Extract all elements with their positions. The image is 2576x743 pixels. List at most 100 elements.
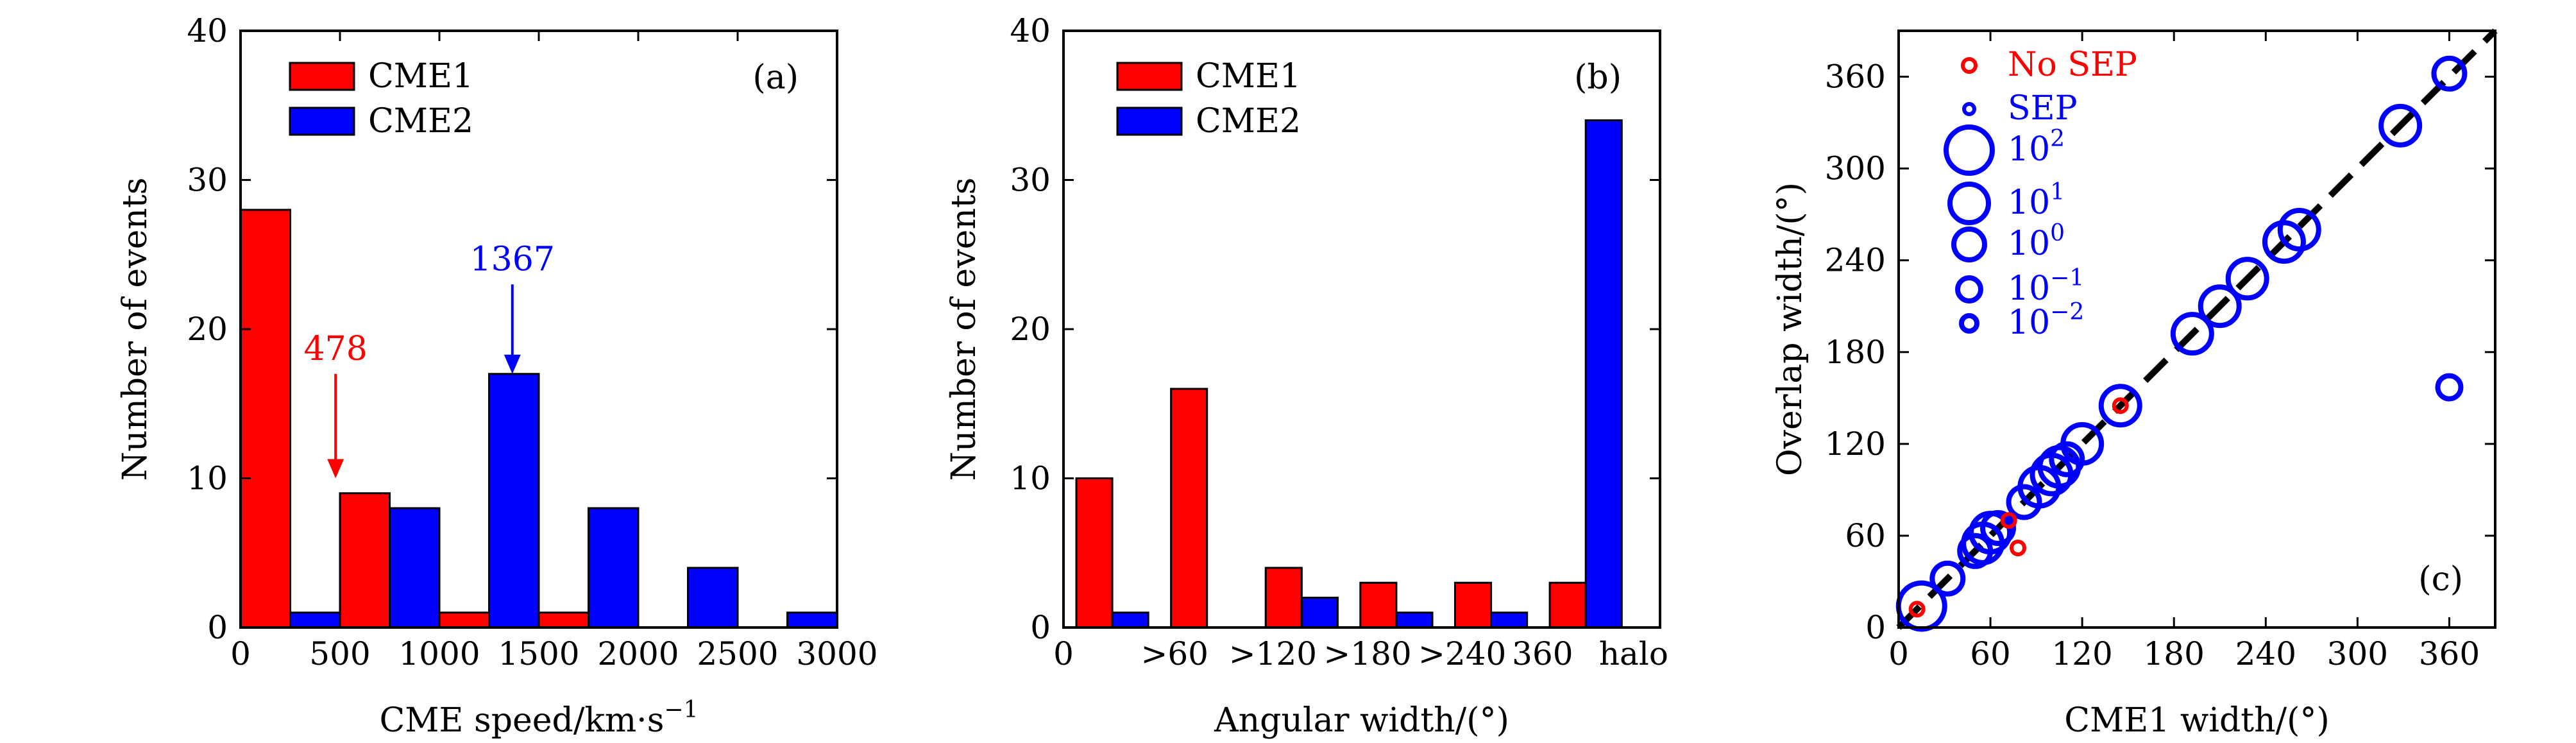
legend-label-cme2: CME2 [368, 102, 473, 141]
sep-point [2431, 55, 2468, 92]
legend-label-cme2: CME2 [1196, 102, 1301, 141]
legend-label: SEP [2008, 89, 2078, 128]
panel-b-bars [1075, 119, 1623, 629]
legend-swatch-cme2 [289, 107, 355, 136]
y-tick-label: 20 [1010, 311, 1051, 348]
legend-label-base: No SEP [2008, 46, 2137, 84]
panel-b-y-ticks: 0 10 20 30 40 [1010, 12, 1660, 646]
x-tick-label: 0 [1053, 635, 1074, 672]
panel-b-width-histogram: 0 >60 >120 >180 >240 360 halo 0 10 20 30 40 CME1 C… [945, 12, 1668, 740]
panel-c-frame [1897, 30, 2496, 629]
sep-point [2277, 208, 2321, 252]
x-tick-label: >180 [1323, 635, 1411, 672]
legend-label-base: 10 [2008, 225, 2050, 263]
bar-cme2-2 [488, 373, 540, 629]
bar-cme2-4 [1490, 611, 1529, 629]
y-tick-label: 40 [1010, 12, 1051, 49]
panel-a-legend: CME1 CME2 [289, 57, 473, 141]
bar-cme2-5 [786, 611, 838, 629]
annotation-label: 478 [304, 330, 368, 368]
legend-swatch-cme2 [1116, 107, 1183, 136]
bar-cme1-3 [1359, 581, 1398, 629]
sep-point [2170, 312, 2214, 356]
sep-point [2225, 257, 2269, 301]
x-tick-label: halo [1599, 635, 1668, 672]
y-tick-label: 120 [1825, 425, 1886, 463]
sep-point [2198, 284, 2242, 329]
bar-cme2-0 [289, 611, 341, 629]
bar-cme2-0 [1111, 611, 1149, 629]
bar-cme1-0 [1075, 477, 1114, 629]
bar-cme1-2 [1264, 567, 1303, 629]
legend-label-exponent: 1 [2050, 179, 2065, 205]
legend-label: 10−2 [2008, 299, 2084, 342]
legend-label-exponent: −2 [2050, 299, 2084, 325]
y-tick-label: 0 [1865, 609, 1886, 646]
legend-label: 10−1 [2008, 265, 2084, 308]
annotation-arrow-head [504, 354, 521, 374]
x-tick-label: 300 [2327, 635, 2388, 672]
x-tick-label: 500 [309, 635, 370, 672]
bar-cme1-4 [1453, 581, 1493, 629]
bar-cme2-5 [1584, 119, 1623, 629]
sep-point [2098, 384, 2142, 428]
panel-a-y-ticks: 0 10 20 30 40 [187, 12, 837, 646]
legend-marker [1962, 102, 1976, 116]
sep-point [1980, 510, 2016, 546]
panel-c-label: (c) [2418, 560, 2463, 599]
legend-label-base: 10 [2008, 130, 2050, 169]
x-tick-label: 360 [1512, 635, 1573, 672]
panel-a-label: (a) [752, 58, 799, 97]
x-tick-label: 60 [1970, 635, 2011, 672]
panel-c-points [1895, 55, 2468, 632]
panel-a-x-axis-label: CME speed/km·s−1 [380, 697, 699, 740]
legend-swatch-cme1 [289, 62, 355, 91]
no-sep-point [2010, 540, 2026, 556]
x-tick-label: >120 [1229, 635, 1317, 672]
panel-c-x-axis-label: CME1 width/(°) [2064, 701, 2330, 740]
legend-label-base: 10 [2008, 269, 2050, 308]
y-tick-label: 10 [187, 460, 228, 497]
sep-point [2049, 441, 2085, 477]
panel-a-x-axis-label-main: CME speed/km·s [380, 701, 665, 740]
y-tick-label: 240 [1825, 242, 1886, 279]
x-tick-label: 2000 [597, 635, 679, 672]
legend-label-base: 10 [2008, 303, 2050, 342]
x-tick-label: 0 [230, 635, 251, 672]
no-sep-point [1908, 601, 1926, 618]
bar-cme2-4 [687, 567, 739, 629]
y-tick-label: 0 [1030, 609, 1051, 646]
y-tick-label: 300 [1825, 150, 1886, 187]
legend-label-cme1: CME1 [1196, 57, 1301, 96]
bar-cme1-1 [339, 492, 391, 629]
legend-marker [1944, 124, 1995, 176]
panel-a-annotations: 478 1367 [304, 240, 555, 479]
sep-point [2060, 422, 2105, 466]
bar-cme2-3 [1395, 611, 1434, 629]
sep-point [1929, 560, 1966, 597]
bar-cme2-1 [389, 507, 441, 629]
panel-b-x-axis-label: Angular width/(°) [1214, 701, 1509, 740]
legend-marker [1951, 226, 1987, 262]
panel-b-y-axis-label: Number of events [945, 178, 983, 481]
bar-cme1-2 [438, 611, 490, 629]
bar-cme2-2 [1300, 597, 1339, 629]
y-tick-label: 20 [187, 311, 228, 348]
x-tick-label: 240 [2235, 635, 2296, 672]
x-tick-label: 180 [2144, 635, 2205, 672]
y-tick-label: 30 [1010, 162, 1051, 199]
sep-point [2435, 373, 2464, 402]
legend-label-cme1: CME1 [368, 57, 473, 96]
x-tick-label: >60 [1140, 635, 1208, 672]
bar-cme1-1 [1170, 388, 1208, 629]
y-tick-label: 30 [187, 162, 228, 199]
legend-label-base: SEP [2008, 89, 2078, 128]
y-tick-label: 360 [1825, 58, 1886, 96]
sep-point [2378, 103, 2423, 148]
y-tick-label: 10 [1010, 460, 1051, 497]
panel-c-y-axis-label: Overlap width/(°) [1771, 182, 1809, 476]
legend-marker [1961, 57, 1978, 74]
x-tick-label: >240 [1418, 635, 1506, 672]
